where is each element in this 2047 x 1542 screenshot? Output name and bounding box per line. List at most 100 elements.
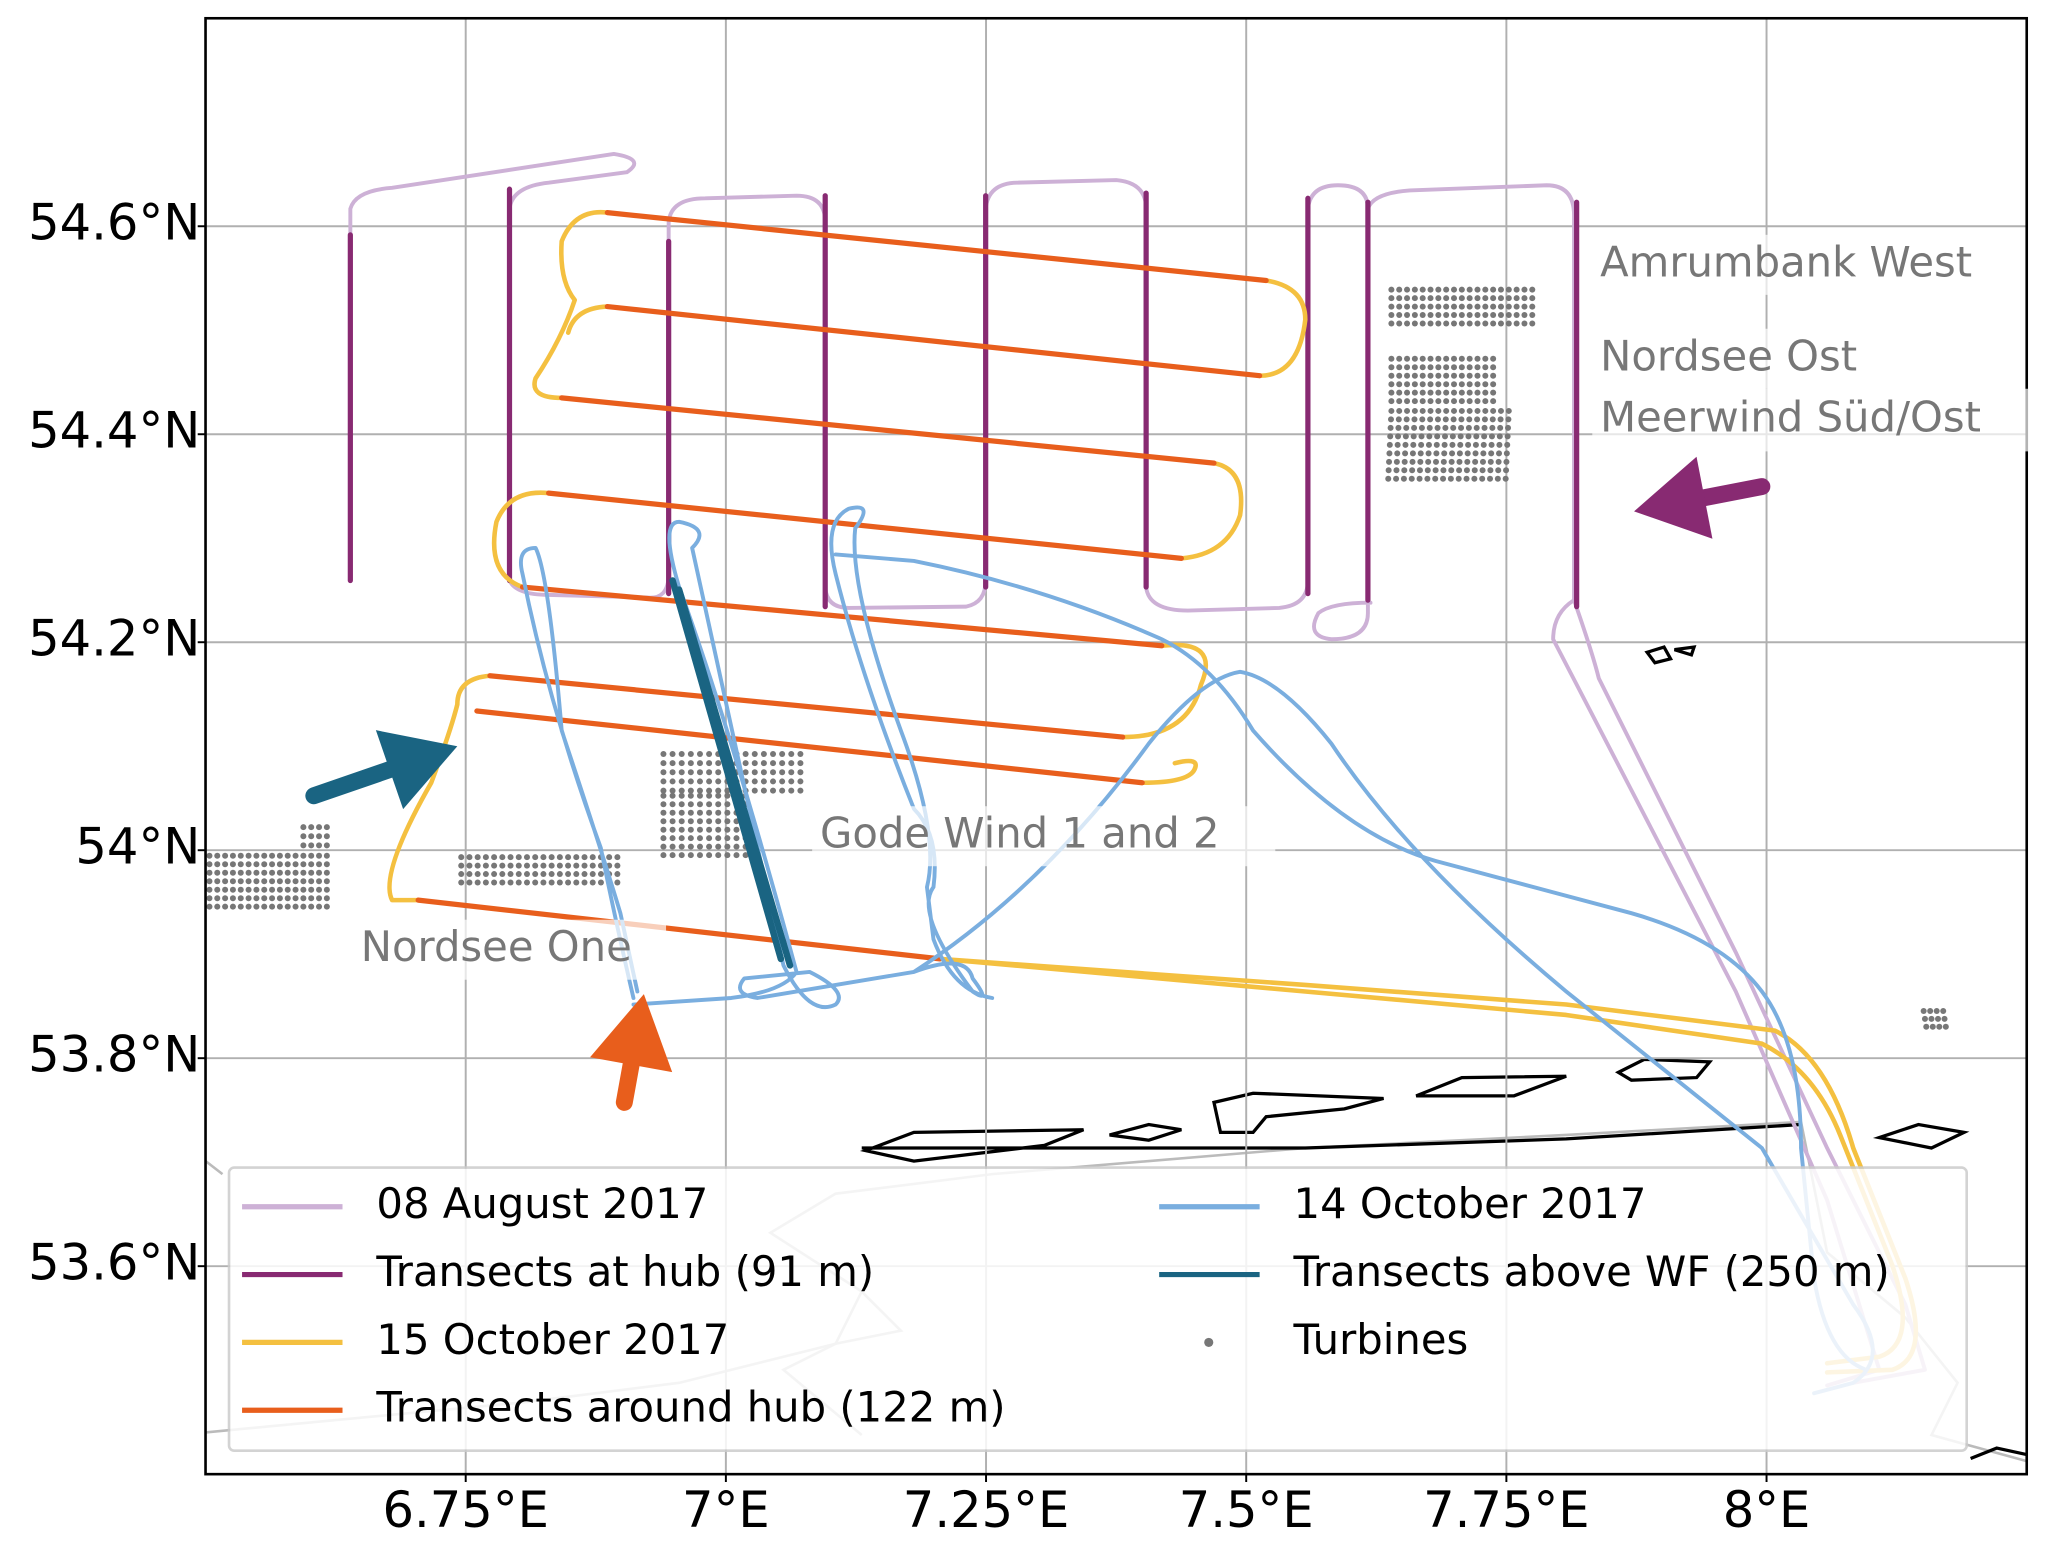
turbine	[284, 895, 291, 902]
legend-label: Transects above WF (250 m)	[1293, 1247, 1890, 1296]
legend-label: Transects at hub (91 m)	[375, 1247, 874, 1296]
turbine	[1387, 424, 1394, 431]
turbine	[1458, 416, 1465, 423]
turbine	[696, 769, 703, 776]
turbine	[1474, 416, 1481, 423]
turbine	[532, 854, 539, 861]
turbine	[222, 852, 229, 859]
turbine	[1490, 407, 1497, 414]
turbine	[678, 843, 685, 850]
turbine	[474, 871, 481, 878]
turbine	[1443, 312, 1450, 319]
turbine	[1451, 303, 1458, 310]
turbine	[316, 833, 323, 840]
turbine	[1419, 312, 1426, 319]
turbine	[1473, 433, 1480, 440]
turbine	[1451, 355, 1458, 362]
turbine	[669, 809, 676, 816]
turbine	[1402, 441, 1409, 448]
turbine	[1396, 312, 1403, 319]
turbine	[308, 869, 315, 876]
turbine	[1505, 424, 1512, 431]
turbine	[548, 871, 555, 878]
turbine	[1434, 424, 1441, 431]
turbine	[1451, 364, 1458, 371]
turbine	[606, 854, 613, 861]
turbine	[1396, 372, 1403, 379]
turbine	[715, 826, 722, 833]
turbine	[1490, 286, 1497, 293]
turbine	[1440, 475, 1447, 482]
turbine	[214, 861, 221, 868]
turbine	[1427, 355, 1434, 362]
turbine	[1411, 424, 1418, 431]
turbine	[284, 878, 291, 885]
turbine	[214, 886, 221, 893]
turbine	[261, 852, 268, 859]
turbine	[1465, 433, 1472, 440]
turbine	[678, 787, 685, 794]
turbine	[706, 787, 713, 794]
turbine	[1927, 1008, 1934, 1015]
turbine	[760, 787, 767, 794]
plot-frame	[204, 16, 2029, 1476]
turbine	[261, 861, 268, 868]
turbine	[589, 854, 596, 861]
turbine	[458, 879, 465, 886]
turbine	[715, 769, 722, 776]
turbine	[660, 818, 667, 825]
turbine	[556, 871, 563, 878]
turbine	[1466, 416, 1473, 423]
turbine	[1497, 295, 1504, 302]
turbine	[669, 769, 676, 776]
turbine	[1417, 458, 1424, 465]
legend-box	[227, 1166, 1969, 1452]
turbine	[548, 862, 555, 869]
turbine	[1424, 467, 1431, 474]
turbine	[1921, 1015, 1928, 1022]
turbine	[1416, 467, 1423, 474]
turbine	[245, 878, 252, 885]
turbine	[715, 818, 722, 825]
turbine	[687, 843, 694, 850]
turbine	[222, 861, 229, 868]
turbine	[316, 895, 323, 902]
annotation: Nordsee Ost	[1600, 331, 1857, 380]
turbine	[687, 818, 694, 825]
turbine	[1402, 433, 1409, 440]
turbine	[751, 769, 758, 776]
transect-around-hub	[559, 395, 1217, 466]
turbine	[1481, 416, 1488, 423]
turbine	[687, 852, 694, 859]
turbine	[523, 854, 530, 861]
turbine	[1411, 320, 1418, 327]
turbine	[1482, 355, 1489, 362]
turbine	[1479, 467, 1486, 474]
turbine	[1404, 389, 1411, 396]
turbine	[1433, 441, 1440, 448]
turbine	[1474, 312, 1481, 319]
turbine	[1419, 398, 1426, 405]
turbine	[1419, 416, 1426, 423]
turbine	[1386, 450, 1393, 457]
turbine	[1471, 467, 1478, 474]
turbine	[1442, 433, 1449, 440]
turbine	[1466, 407, 1473, 414]
turbine	[696, 818, 703, 825]
turbine	[660, 852, 667, 859]
turbine	[206, 878, 213, 885]
coast-black	[1970, 1446, 2027, 1461]
turbine	[229, 861, 236, 868]
y-tick-label: 54°N	[75, 818, 200, 876]
turbine	[678, 778, 685, 785]
turbine	[540, 871, 547, 878]
turbine	[1394, 450, 1401, 457]
arrow-shaft	[1695, 478, 1771, 507]
turbine	[1396, 303, 1403, 310]
turbine	[1388, 295, 1395, 302]
turbine	[770, 760, 777, 767]
turbine	[1482, 286, 1489, 293]
turbine	[760, 760, 767, 767]
turbine	[214, 895, 221, 902]
